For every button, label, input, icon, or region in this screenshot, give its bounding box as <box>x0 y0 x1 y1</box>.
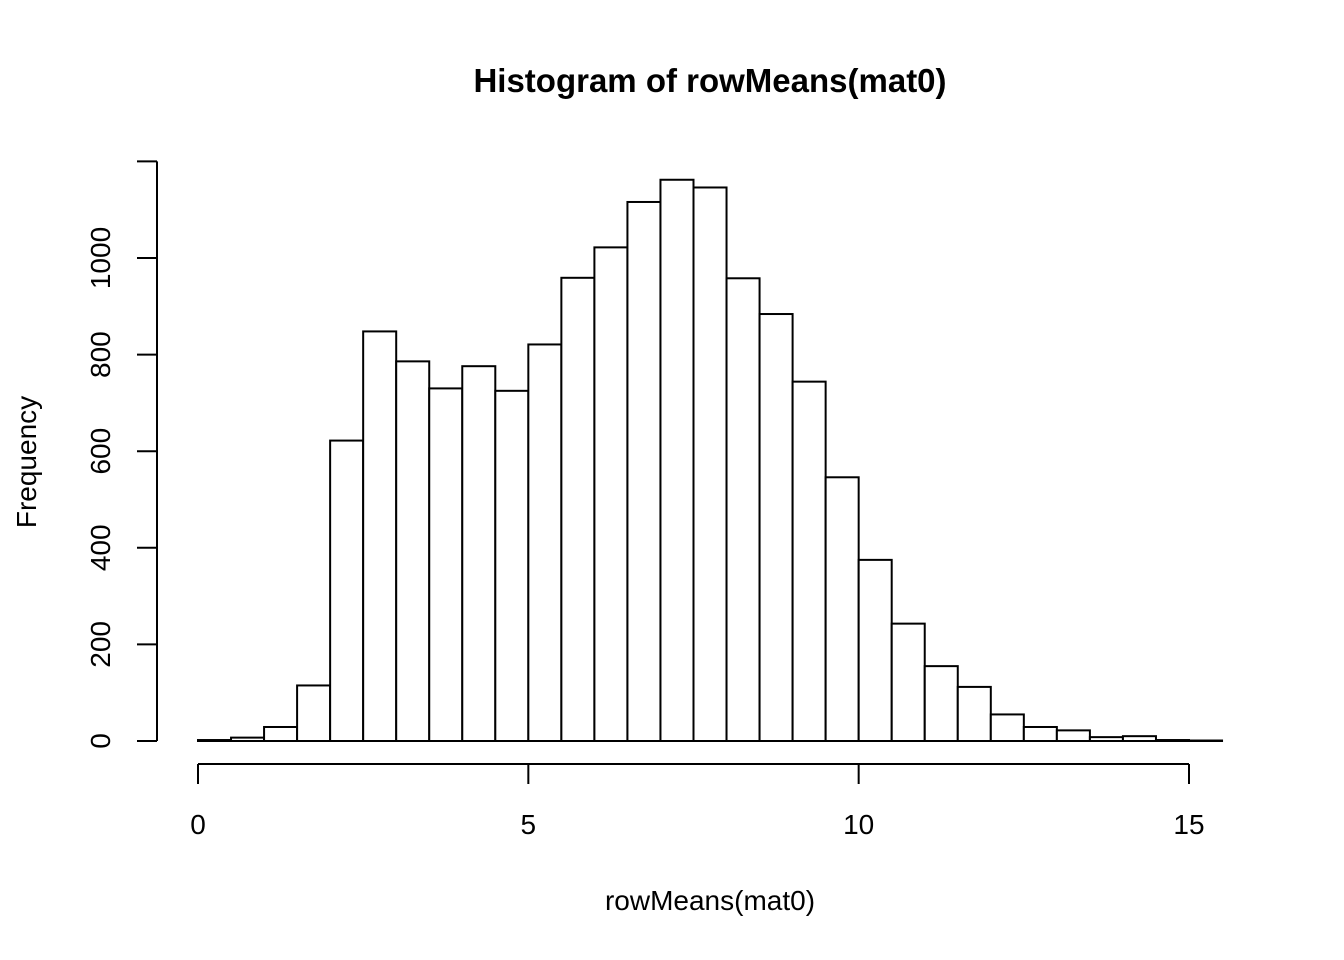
histogram-bar-12 <box>593 246 629 742</box>
x-axis: 0 5 10 15 <box>190 763 1205 840</box>
histogram-bar-14 <box>659 178 695 742</box>
histogram-bar-29 <box>1154 739 1191 742</box>
y-tick-label-0: 0 <box>85 733 116 749</box>
y-tick-label-600: 600 <box>85 428 116 475</box>
histogram-bar-15 <box>692 186 728 742</box>
histogram-bar-18 <box>791 380 827 742</box>
histogram-bar-24 <box>989 713 1025 742</box>
histogram-bar-21 <box>890 622 926 742</box>
histogram-bar-27 <box>1088 736 1124 742</box>
histogram-bar-22 <box>923 665 959 743</box>
histogram-bar-11 <box>560 276 596 742</box>
histogram-bar-2 <box>263 725 299 742</box>
x-tick-label-15: 15 <box>1173 809 1204 840</box>
histogram-bar-13 <box>626 200 662 743</box>
histogram-bar-3 <box>296 684 332 743</box>
histogram-bar-25 <box>1022 725 1058 742</box>
y-axis-label: Frequency <box>11 396 42 528</box>
histogram-bar-7 <box>428 387 464 742</box>
x-tick-label-0: 0 <box>190 809 206 840</box>
y-tick-label-400: 400 <box>85 524 116 571</box>
histogram-bar-5 <box>362 330 398 742</box>
histogram-bar-20 <box>857 558 893 742</box>
histogram-bar-1 <box>230 736 266 743</box>
x-tick-label-10: 10 <box>843 809 874 840</box>
histogram-bar-17 <box>758 313 794 742</box>
histogram-bars <box>197 178 1224 743</box>
histogram-bar-10 <box>527 343 563 742</box>
y-tick-label-200: 200 <box>85 621 116 668</box>
histogram-bar-4 <box>329 439 365 742</box>
histogram-bar-26 <box>1055 729 1091 743</box>
x-tick-label-5: 5 <box>521 809 537 840</box>
chart-title: Histogram of rowMeans(mat0) <box>473 62 946 99</box>
histogram-bar-16 <box>725 277 761 742</box>
histogram-bar-0 <box>197 739 233 742</box>
y-tick-label-1000: 1000 <box>85 227 116 289</box>
histogram-bar-8 <box>461 365 497 742</box>
histogram-bar-28 <box>1121 735 1157 742</box>
y-axis: 0 200 400 600 800 1000 <box>85 160 158 749</box>
histogram-bar-9 <box>494 389 530 742</box>
y-tick-label-800: 800 <box>85 331 116 378</box>
histogram-bar-23 <box>956 685 992 742</box>
histogram-bar-19 <box>824 476 860 742</box>
x-axis-label: rowMeans(mat0) <box>605 885 815 916</box>
histogram-bar-6 <box>395 360 431 742</box>
